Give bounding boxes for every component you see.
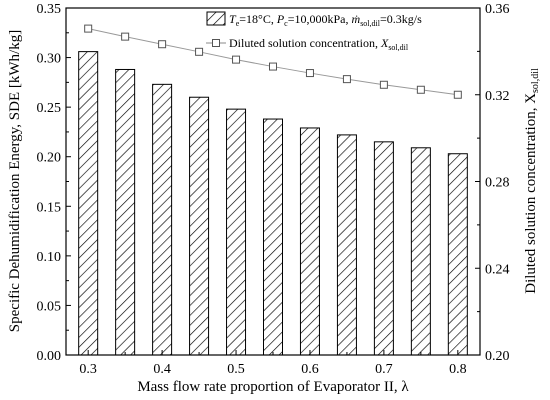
- bar: [226, 108, 247, 356]
- bar: [336, 134, 357, 356]
- x-tick-label: 0.7: [375, 362, 393, 377]
- legend-line-label: Diluted solution concentration, Xsol,dil: [229, 36, 409, 52]
- bar: [299, 127, 320, 356]
- concentration-point: [232, 55, 241, 64]
- y-tick-label: 0.25: [37, 101, 62, 116]
- legend: Te=18°C, Pc=10,000kPa, ṁsol,dil=0.3kg/s …: [206, 11, 422, 52]
- y-tick-label: 0.00: [37, 349, 62, 364]
- y2-tick-label: 0.28: [485, 176, 510, 191]
- concentration-point: [305, 69, 314, 78]
- y-axis-title: Specific Dehumidification Energy, SDE [k…: [7, 30, 23, 332]
- y-tick-label: 0.30: [37, 52, 62, 67]
- y2-tick-label: 0.20: [485, 349, 510, 364]
- bar: [152, 83, 173, 356]
- legend-bar-swatch: [206, 11, 226, 26]
- ticks-layer: 0.3 0.4 0.5 0.6 0.7 0.8 0.00 0.05 0.10 0.15 0.20 0.…: [37, 2, 510, 377]
- concentration-point: [195, 47, 204, 56]
- concentration-line-layer: [84, 24, 462, 99]
- legend-bar-label: Te=18°C, Pc=10,000kPa, ṁsol,dil=0.3kg/s: [229, 12, 422, 28]
- y2-tick-label: 0.36: [485, 2, 510, 17]
- bar: [263, 118, 283, 356]
- y-tick-label: 0.35: [37, 2, 62, 17]
- x-tick-label: 0.5: [227, 362, 245, 377]
- bar: [373, 141, 394, 356]
- concentration-point: [121, 32, 130, 41]
- x-tick-label: 0.4: [153, 362, 171, 377]
- bar: [115, 68, 136, 356]
- y-tick-label: 0.05: [37, 299, 62, 314]
- concentration-point: [453, 90, 462, 99]
- bars-layer: [78, 51, 468, 356]
- y-tick-label: 0.10: [37, 250, 62, 265]
- concentration-point: [84, 24, 93, 33]
- bar: [78, 51, 99, 356]
- bar: [410, 147, 431, 356]
- y-tick-label: 0.20: [37, 151, 62, 166]
- x-tick-label: 0.6: [301, 362, 319, 377]
- y2-tick-label: 0.24: [485, 262, 510, 277]
- concentration-point: [379, 80, 388, 89]
- y2-tick-label: 0.32: [485, 89, 510, 104]
- y2-axis-title: Diluted solution concentration, Xsol,dil: [523, 68, 541, 294]
- bar: [189, 96, 210, 356]
- bar: [447, 153, 468, 356]
- concentration-point: [158, 40, 167, 49]
- concentration-point: [269, 62, 277, 71]
- concentration-point: [416, 85, 425, 94]
- legend-square-marker-icon: [212, 39, 220, 47]
- x-tick-label: 0.8: [449, 362, 467, 377]
- y-tick-label: 0.15: [37, 200, 62, 215]
- x-axis-title: Mass flow rate proportion of Evaporator …: [137, 379, 409, 395]
- concentration-point: [342, 75, 351, 84]
- x-tick-label: 0.3: [79, 362, 97, 377]
